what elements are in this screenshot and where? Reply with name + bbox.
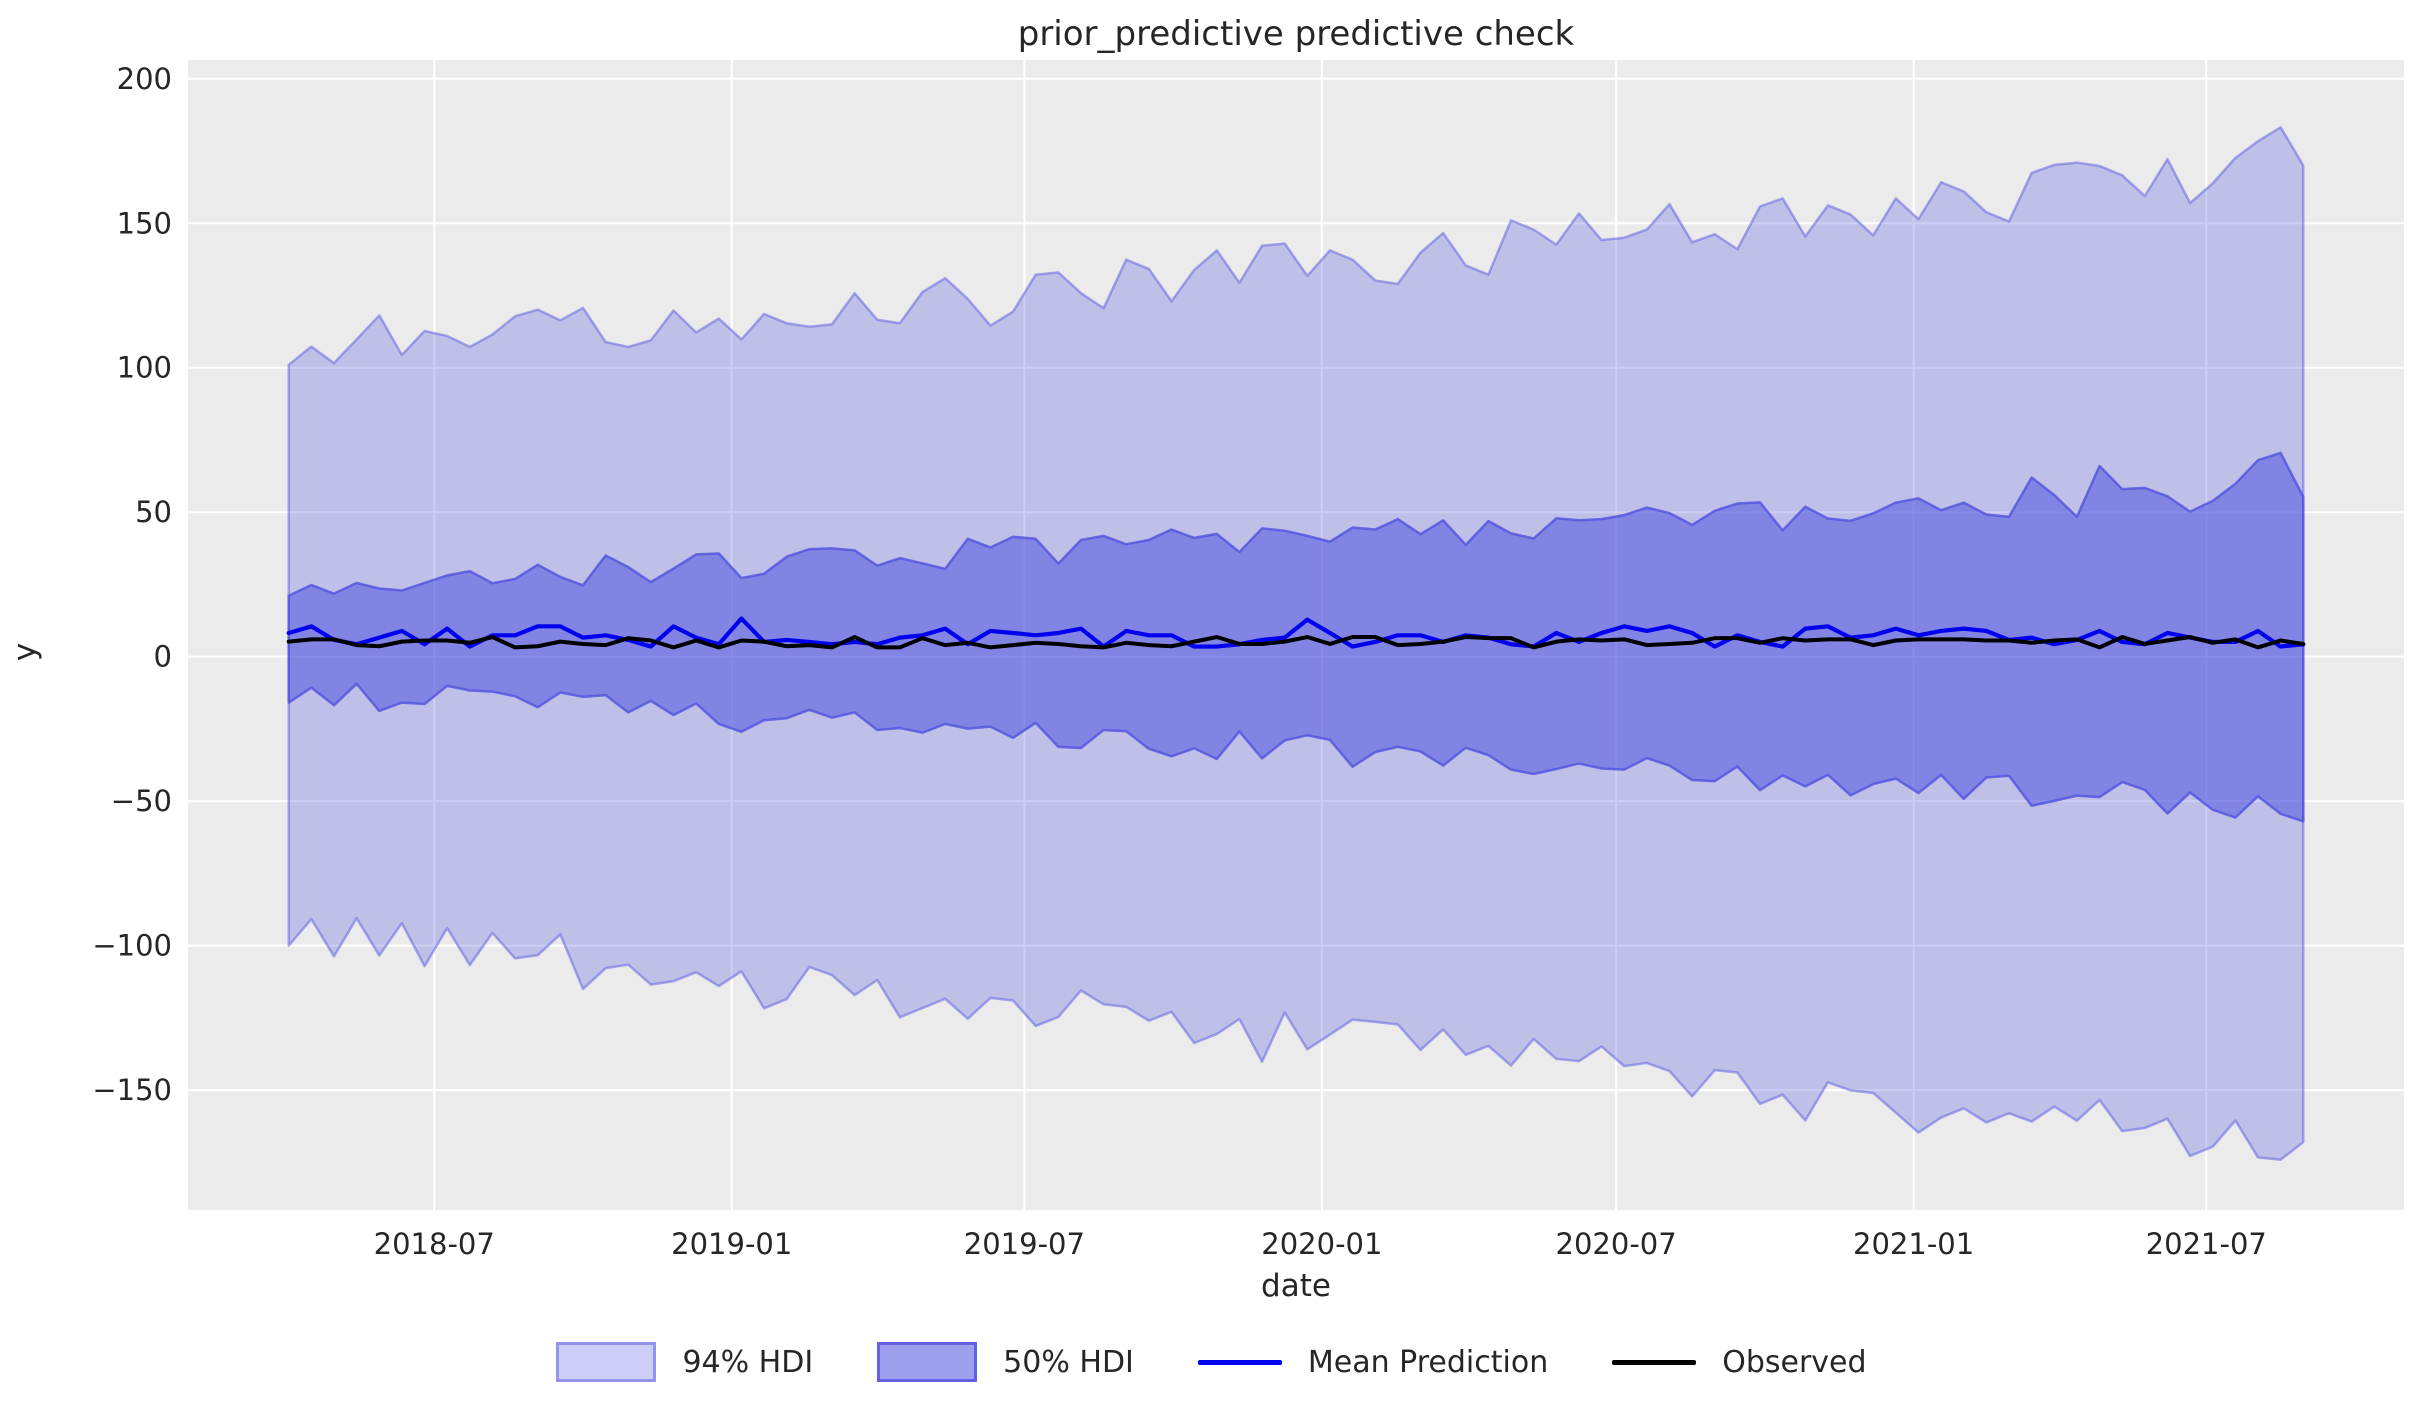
- y-tick-label: 100: [117, 351, 172, 385]
- x-tick-label: 2019-01: [671, 1227, 792, 1261]
- hdi50-swatch-icon: [877, 1342, 978, 1382]
- y-tick-label: 200: [117, 62, 172, 96]
- x-tick-label: 2019-07: [964, 1227, 1085, 1261]
- mean-prediction-line-icon: [1197, 1359, 1282, 1365]
- x-tick-label: 2018-07: [374, 1227, 495, 1261]
- x-tick-label: 2021-07: [2146, 1227, 2267, 1261]
- y-axis-label: y: [7, 642, 44, 662]
- legend-label-50-hdi: 50% HDI: [1003, 1344, 1134, 1380]
- y-tick-label: 0: [154, 640, 172, 674]
- legend-label-observed: Observed: [1722, 1344, 1867, 1380]
- x-tick-label: 2020-07: [1556, 1227, 1677, 1261]
- x-axis-label: date: [1261, 1268, 1331, 1304]
- y-tick-label: 150: [117, 206, 172, 240]
- chart-title: prior_predictive predictive check: [1017, 14, 1575, 54]
- y-tick-label: −150: [92, 1073, 172, 1107]
- legend-entry-50-hdi: 50% HDI: [877, 1342, 1134, 1382]
- y-tick-label: −100: [92, 929, 172, 963]
- hdi50-band: [287, 451, 2305, 823]
- x-tick-label: 2020-01: [1261, 1227, 1382, 1261]
- legend-entry-mean-prediction: Mean Prediction: [1197, 1344, 1549, 1380]
- legend-entry-observed: Observed: [1612, 1344, 1867, 1380]
- observed-line: [286, 635, 2306, 650]
- legend-entry-94-hdi: 94% HDI: [556, 1342, 813, 1382]
- observed-line-icon: [1612, 1359, 1697, 1365]
- y-tick-label: −50: [111, 784, 172, 818]
- y-tick-label: 50: [135, 495, 172, 529]
- hdi94-swatch-icon: [556, 1342, 657, 1382]
- legend-label-94-hdi: 94% HDI: [682, 1344, 814, 1380]
- legend: 94% HDI 50% HDI Mean Prediction Observed: [0, 1342, 2423, 1382]
- x-tick-label: 2021-01: [1853, 1227, 1974, 1261]
- legend-label-mean-prediction: Mean Prediction: [1307, 1344, 1549, 1380]
